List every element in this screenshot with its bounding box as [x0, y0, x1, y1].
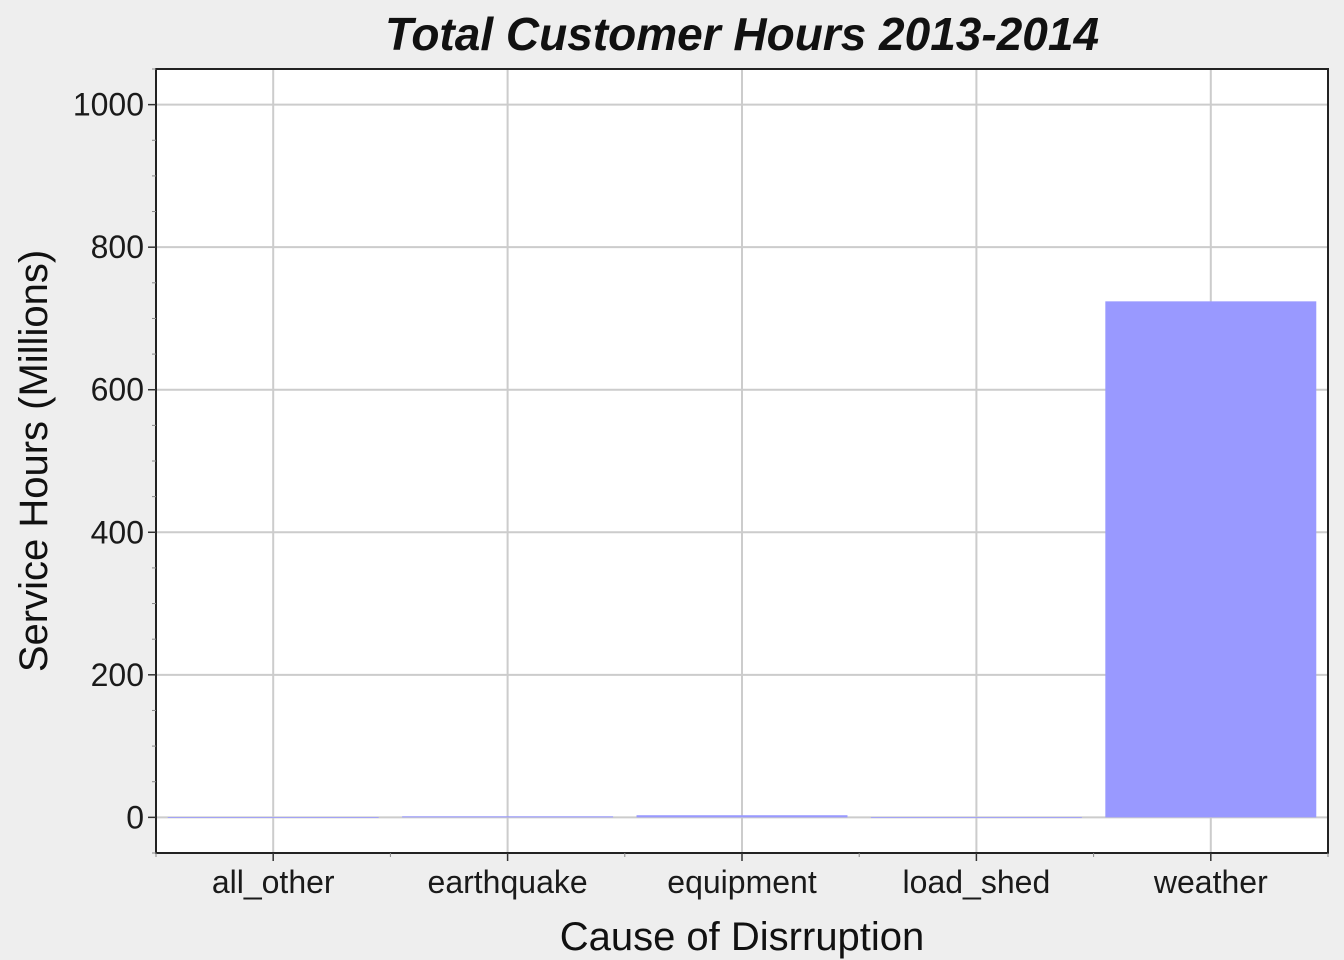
y-axis: 0 200 400 600 800 1000	[73, 68, 156, 854]
bar-earthquake	[402, 816, 614, 818]
x-tick-label: earthquake	[428, 864, 588, 900]
x-tick-label: weather	[1153, 864, 1268, 900]
x-tick-label: all_other	[212, 864, 335, 900]
chart-title: Total Customer Hours 2013-2014	[385, 8, 1099, 60]
y-tick-label: 0	[126, 799, 144, 835]
x-tick-label: load_shed	[903, 864, 1051, 900]
y-tick-label: 600	[91, 372, 144, 408]
bar-all-other	[167, 817, 379, 818]
x-tick-label: equipment	[667, 864, 817, 900]
bar-load-shed	[870, 817, 1082, 819]
y-tick-label: 1000	[73, 87, 144, 123]
x-axis-title: Cause of Disrruption	[560, 915, 925, 959]
y-tick-label: 400	[91, 514, 144, 550]
y-tick-label: 800	[91, 229, 144, 265]
bar-weather	[1105, 301, 1317, 818]
bar-equipment	[636, 815, 848, 818]
y-tick-label: 200	[91, 657, 144, 693]
bars	[167, 301, 1317, 819]
x-axis: all_other earthquake equipment load_shed wea…	[155, 853, 1329, 900]
y-axis-title: Service Hours (Millions)	[12, 250, 56, 672]
